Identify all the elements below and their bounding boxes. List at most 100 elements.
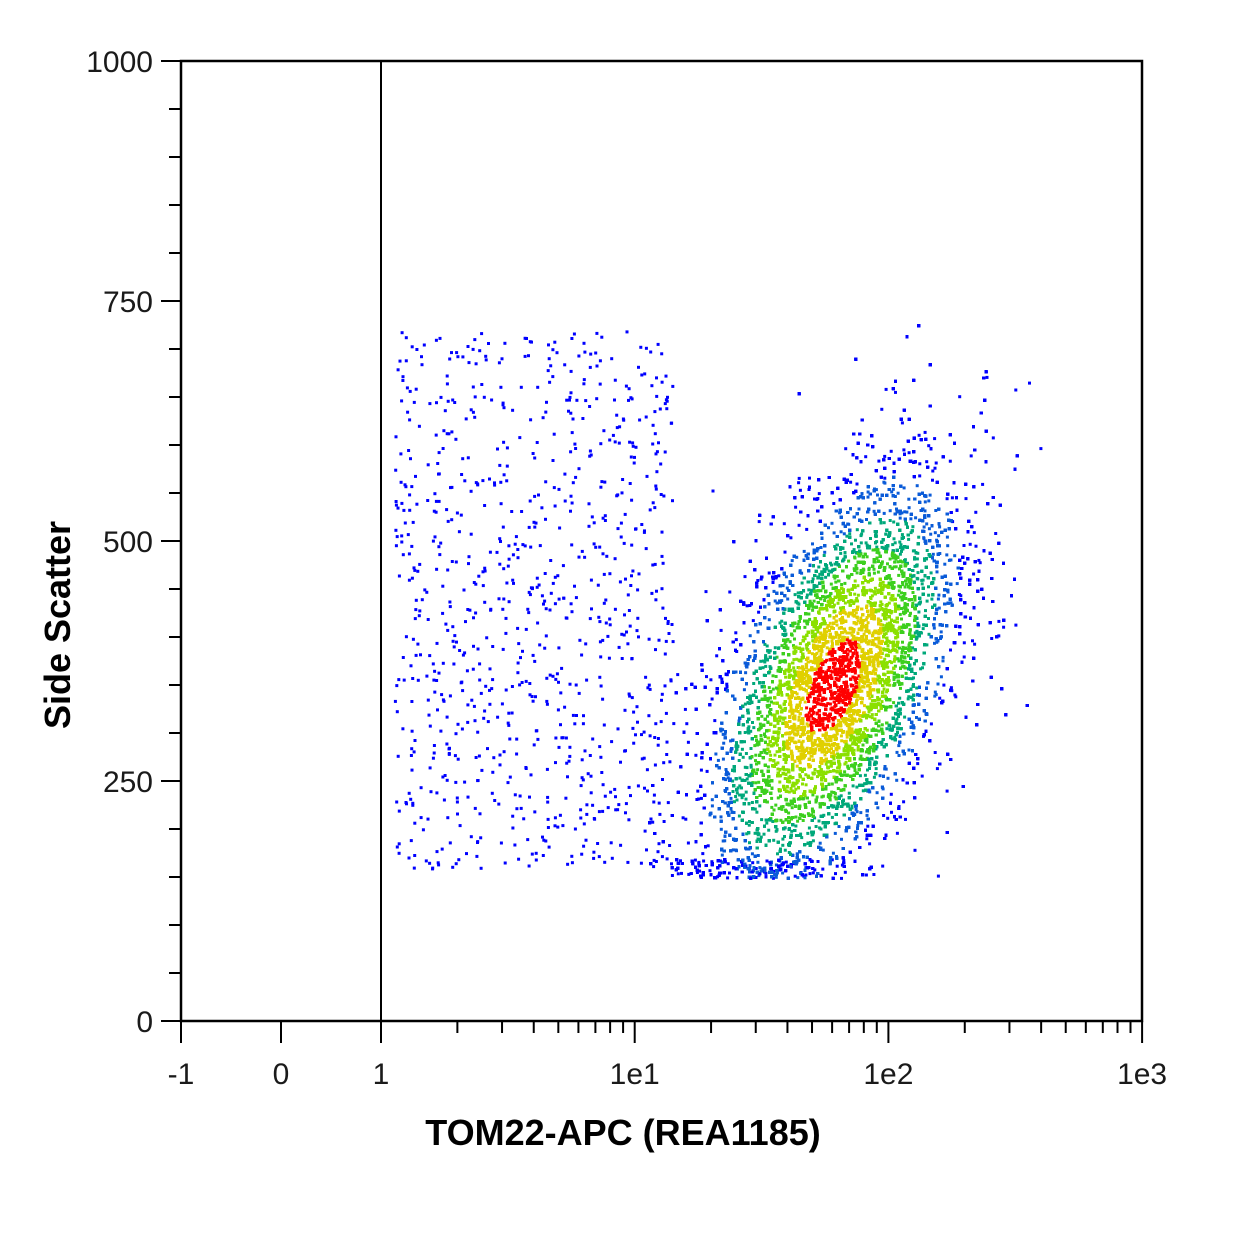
event-dot bbox=[830, 521, 834, 525]
event-dot bbox=[842, 698, 846, 702]
event-dot bbox=[790, 806, 794, 810]
event-dot bbox=[855, 597, 859, 600]
event-dot bbox=[813, 868, 817, 872]
event-dot bbox=[721, 728, 725, 732]
event-dot bbox=[794, 787, 798, 791]
event-dot bbox=[931, 469, 935, 473]
event-dot bbox=[848, 532, 852, 536]
event-dot bbox=[767, 650, 771, 654]
event-dot bbox=[804, 866, 808, 870]
event-dot bbox=[751, 781, 755, 785]
event-dot bbox=[874, 767, 878, 771]
event-dot bbox=[760, 867, 764, 871]
event-dot bbox=[829, 582, 833, 586]
event-dot bbox=[845, 631, 849, 635]
event-dot bbox=[883, 648, 886, 652]
event-dot bbox=[969, 454, 973, 458]
event-dot bbox=[764, 664, 768, 668]
event-dot bbox=[748, 841, 751, 845]
event-dot bbox=[726, 862, 730, 866]
event-dot bbox=[818, 690, 822, 694]
event-dot bbox=[767, 728, 771, 732]
event-dot bbox=[847, 574, 851, 578]
event-dot bbox=[883, 481, 887, 485]
event-dot bbox=[893, 735, 897, 739]
event-dot bbox=[783, 848, 787, 852]
event-dot bbox=[981, 482, 985, 486]
event-dot bbox=[794, 505, 798, 509]
event-dot bbox=[868, 544, 872, 548]
event-dot bbox=[913, 564, 917, 568]
event-dot bbox=[923, 509, 927, 513]
event-dot bbox=[779, 706, 783, 710]
event-dot bbox=[785, 586, 789, 590]
event-dot bbox=[810, 741, 814, 745]
event-dot bbox=[780, 693, 784, 697]
event-dot bbox=[934, 693, 938, 697]
event-dot bbox=[823, 753, 827, 757]
event-dot bbox=[809, 589, 813, 593]
event-dot bbox=[861, 789, 865, 793]
event-dot bbox=[797, 715, 801, 719]
event-dot bbox=[831, 642, 834, 646]
event-dot bbox=[779, 805, 783, 809]
event-dot bbox=[898, 722, 901, 726]
event-dot bbox=[768, 710, 771, 714]
event-dot bbox=[694, 753, 698, 757]
event-dot bbox=[809, 720, 813, 724]
event-dot bbox=[843, 629, 847, 633]
event-dot bbox=[758, 866, 762, 870]
event-dot bbox=[679, 859, 682, 863]
event-dot bbox=[859, 572, 863, 575]
event-dot bbox=[822, 554, 826, 557]
event-dot bbox=[810, 813, 813, 817]
event-dot bbox=[841, 648, 844, 652]
event-dot bbox=[807, 711, 811, 715]
event-dot bbox=[801, 665, 804, 669]
event-dot bbox=[868, 696, 872, 700]
event-dot bbox=[702, 859, 706, 863]
event-dot bbox=[845, 638, 849, 642]
event-dot bbox=[898, 552, 902, 556]
event-dot bbox=[859, 811, 863, 815]
event-dot bbox=[845, 730, 849, 734]
event-dot bbox=[830, 716, 834, 720]
event-dot bbox=[897, 701, 900, 705]
event-dot bbox=[912, 676, 915, 680]
event-dot bbox=[868, 685, 872, 689]
event-dot bbox=[844, 669, 848, 673]
event-dot bbox=[789, 701, 793, 705]
event-dot bbox=[927, 527, 931, 531]
event-dot bbox=[864, 455, 868, 459]
event-dot bbox=[758, 722, 762, 726]
event-dot bbox=[813, 657, 817, 661]
event-dot bbox=[767, 618, 771, 622]
event-dot bbox=[949, 686, 953, 690]
event-dot bbox=[757, 742, 761, 746]
event-dot bbox=[697, 797, 701, 801]
event-dot bbox=[904, 597, 908, 600]
event-dot bbox=[768, 750, 772, 754]
event-dot bbox=[837, 701, 841, 705]
event-dot bbox=[749, 729, 753, 733]
event-dot bbox=[946, 590, 950, 594]
event-dot bbox=[948, 459, 952, 463]
event-dot bbox=[905, 510, 909, 514]
event-dot bbox=[811, 871, 815, 875]
event-dot bbox=[907, 497, 911, 501]
event-dot bbox=[798, 617, 802, 620]
event-dot bbox=[868, 842, 872, 846]
event-dot bbox=[907, 695, 911, 699]
event-dot bbox=[840, 863, 844, 867]
event-dot bbox=[782, 785, 786, 789]
event-dot bbox=[904, 519, 907, 523]
event-dot bbox=[1039, 447, 1043, 451]
event-dot bbox=[795, 555, 799, 559]
event-dot bbox=[882, 679, 886, 683]
event-dot bbox=[792, 722, 796, 726]
event-dot bbox=[856, 745, 860, 748]
event-dot bbox=[844, 447, 848, 451]
event-dot bbox=[828, 629, 831, 632]
event-dot bbox=[900, 421, 904, 425]
event-dot bbox=[762, 832, 766, 836]
